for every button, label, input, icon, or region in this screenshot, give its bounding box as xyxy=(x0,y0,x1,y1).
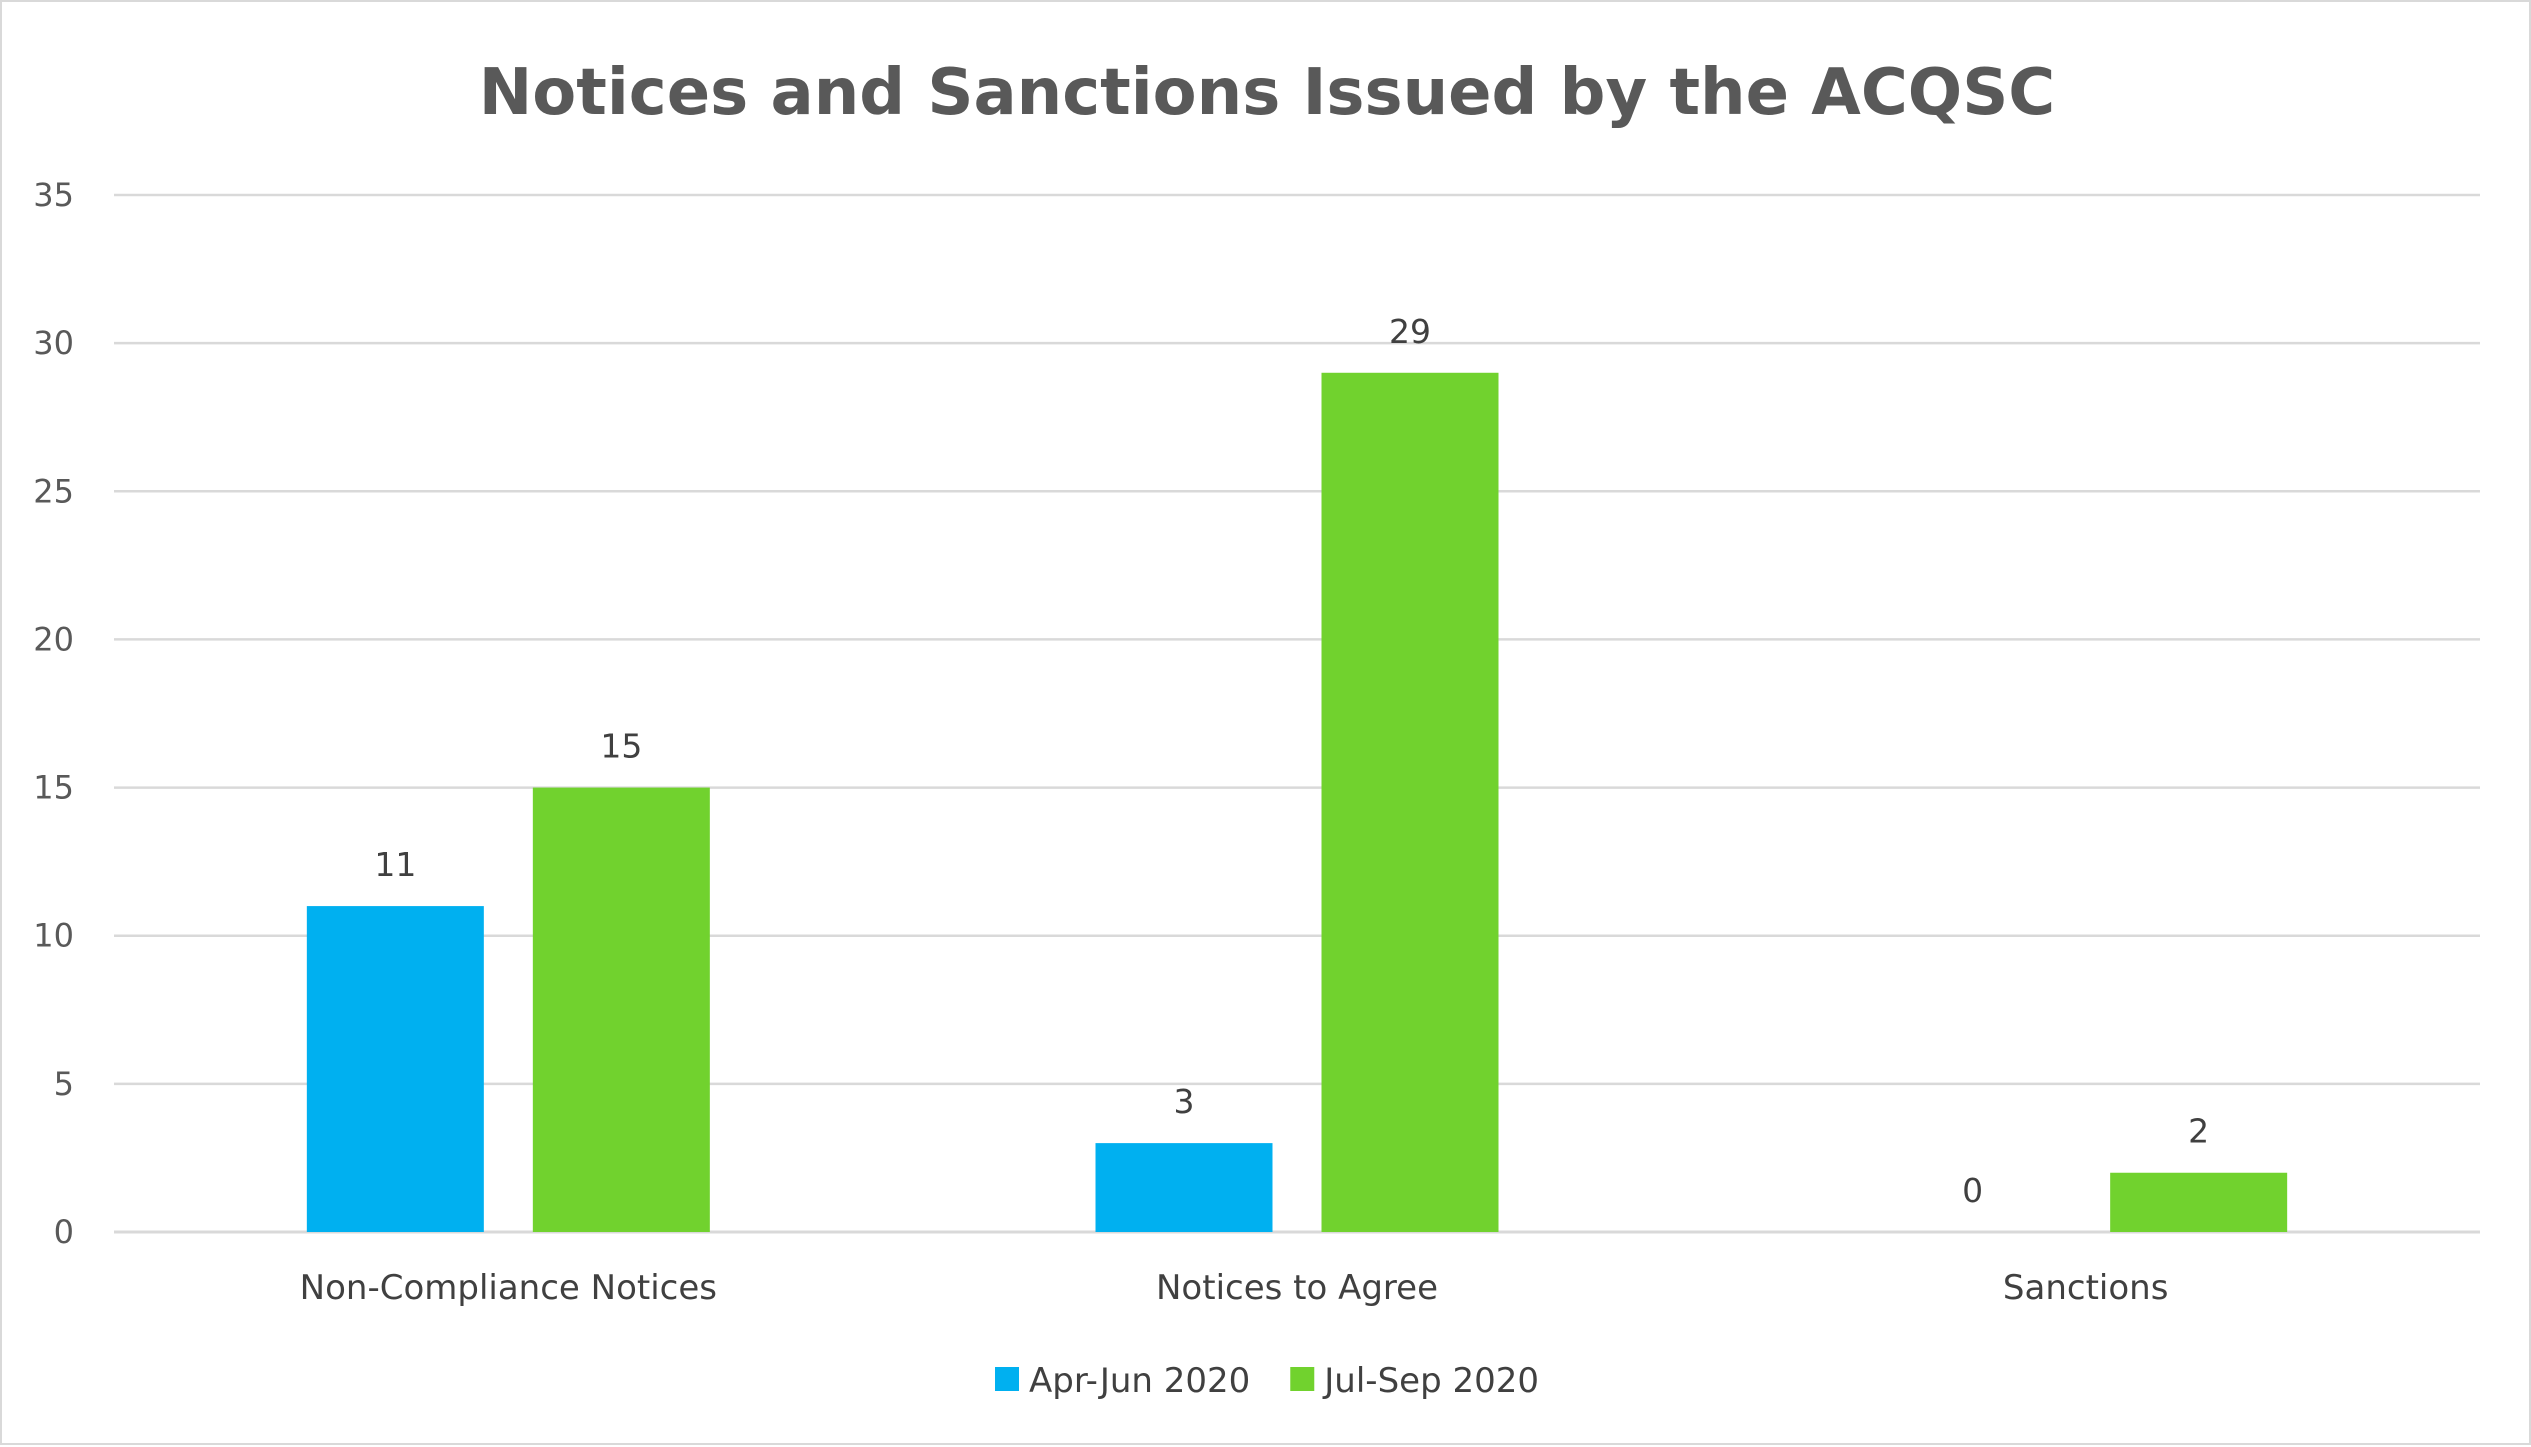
bars xyxy=(306,372,2288,1232)
x-category-label: Non-Compliance Notices xyxy=(300,1268,717,1308)
y-tick-label: 20 xyxy=(33,620,74,658)
chart-title: Notices and Sanctions Issued by the ACQS… xyxy=(479,56,2056,130)
legend-item: Apr-Jun 2020 xyxy=(995,1361,1250,1401)
bar xyxy=(1095,1143,1273,1232)
bar xyxy=(1321,372,1499,1232)
bar xyxy=(2110,1172,2288,1232)
data-label: 15 xyxy=(600,727,642,766)
y-tick-label: 35 xyxy=(33,176,74,214)
gridlines xyxy=(114,193,2480,1234)
legend-swatch xyxy=(995,1367,1020,1391)
y-tick-label: 10 xyxy=(33,917,74,955)
y-tick-label: 30 xyxy=(33,324,74,362)
data-label: 0 xyxy=(1962,1171,1983,1210)
legend: Apr-Jun 2020 Jul-Sep 2020 xyxy=(995,1361,1539,1401)
y-axis-ticks: 0 5 10 15 20 25 30 35 xyxy=(33,176,74,1251)
data-label: 11 xyxy=(374,845,416,884)
legend-swatch xyxy=(1290,1367,1315,1391)
x-axis-categories: Non-Compliance Notices Notices to Agree Sa… xyxy=(300,1268,2169,1308)
bar xyxy=(306,906,484,1232)
y-tick-label: 0 xyxy=(54,1213,74,1251)
data-label: 3 xyxy=(1174,1082,1195,1121)
legend-label: Jul-Sep 2020 xyxy=(1322,1361,1539,1401)
x-category-label: Notices to Agree xyxy=(1156,1268,1438,1308)
y-tick-label: 15 xyxy=(33,769,74,807)
data-label: 2 xyxy=(2188,1112,2209,1151)
x-category-label: Sanctions xyxy=(2003,1268,2169,1308)
y-tick-label: 5 xyxy=(54,1065,74,1103)
y-tick-label: 25 xyxy=(33,472,74,510)
legend-item: Jul-Sep 2020 xyxy=(1290,1361,1539,1401)
data-label: 29 xyxy=(1389,312,1431,351)
data-labels: 11 15 3 29 0 2 xyxy=(374,312,2209,1210)
bar xyxy=(532,787,710,1232)
legend-label: Apr-Jun 2020 xyxy=(1029,1361,1250,1401)
